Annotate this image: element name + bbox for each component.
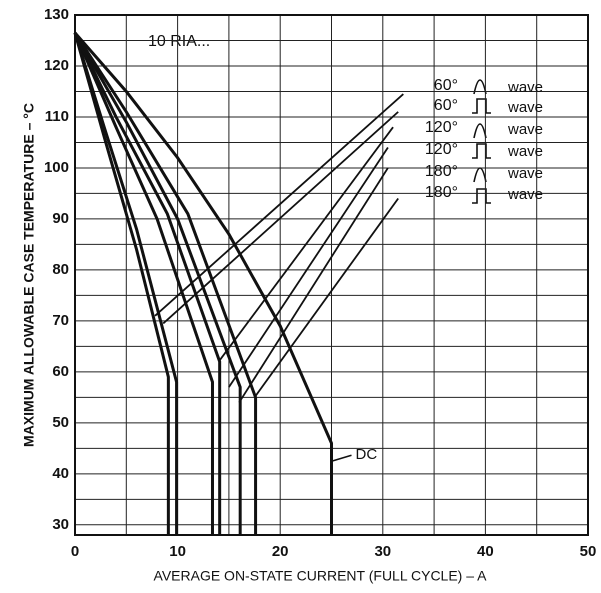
x-tick-label: 50	[580, 543, 597, 560]
curve	[73, 32, 170, 535]
legend-wave: wave	[507, 143, 543, 160]
y-axis-title: MAXIMUM ALLOWABLE CASE TEMPERATURE – °C	[21, 103, 37, 447]
curve	[73, 32, 222, 535]
y-tick-label: 110	[45, 108, 69, 125]
curve	[73, 32, 179, 535]
curve	[73, 32, 242, 535]
curve	[238, 167, 389, 403]
legend-angle: 60°	[434, 97, 458, 114]
curve	[253, 198, 399, 398]
legend-wave: wave	[507, 99, 543, 116]
y-tick-label: 120	[44, 57, 69, 74]
x-tick-label: 30	[374, 543, 391, 560]
y-tick-label: 50	[52, 414, 69, 431]
legend-wave: wave	[507, 165, 543, 182]
x-tick-label: 0	[71, 543, 79, 560]
curve	[217, 126, 394, 363]
x-tick-label: 40	[477, 543, 494, 560]
legend-angle: 180°	[425, 163, 458, 180]
square-icon	[472, 143, 491, 159]
y-tick-label: 100	[44, 159, 69, 176]
legend-icons	[472, 79, 491, 204]
x-tick-label: 10	[169, 543, 186, 560]
legend-wave: wave	[507, 121, 543, 138]
curve	[73, 32, 214, 535]
legend-angle: 120°	[425, 141, 458, 158]
x-tick-label: 20	[272, 543, 289, 560]
curve	[73, 31, 333, 535]
square-icon	[472, 188, 491, 204]
curve	[154, 93, 404, 317]
curve	[73, 32, 258, 535]
curve	[228, 147, 389, 388]
legend-wave: wave	[507, 186, 543, 203]
label-leader	[331, 454, 352, 462]
series-label: DC	[356, 446, 378, 463]
y-tick-label: 60	[52, 363, 69, 380]
y-tick-label: 30	[52, 516, 69, 533]
x-axis-title: AVERAGE ON-STATE CURRENT (FULL CYCLE) – …	[154, 568, 488, 584]
y-tick-label: 40	[52, 465, 69, 482]
annotation: 10 RIA...	[148, 33, 210, 50]
y-tick-label: 80	[52, 261, 69, 278]
legend-angle: 120°	[425, 119, 458, 136]
y-tick-label: 90	[52, 210, 69, 227]
legend-wave: wave	[507, 79, 543, 96]
legend-angle: 180°	[425, 184, 458, 201]
y-tick-label: 70	[52, 312, 69, 329]
curve	[162, 111, 399, 325]
y-tick-label: 130	[44, 6, 69, 23]
legend-angle: 60°	[434, 77, 458, 94]
square-icon	[472, 98, 491, 114]
